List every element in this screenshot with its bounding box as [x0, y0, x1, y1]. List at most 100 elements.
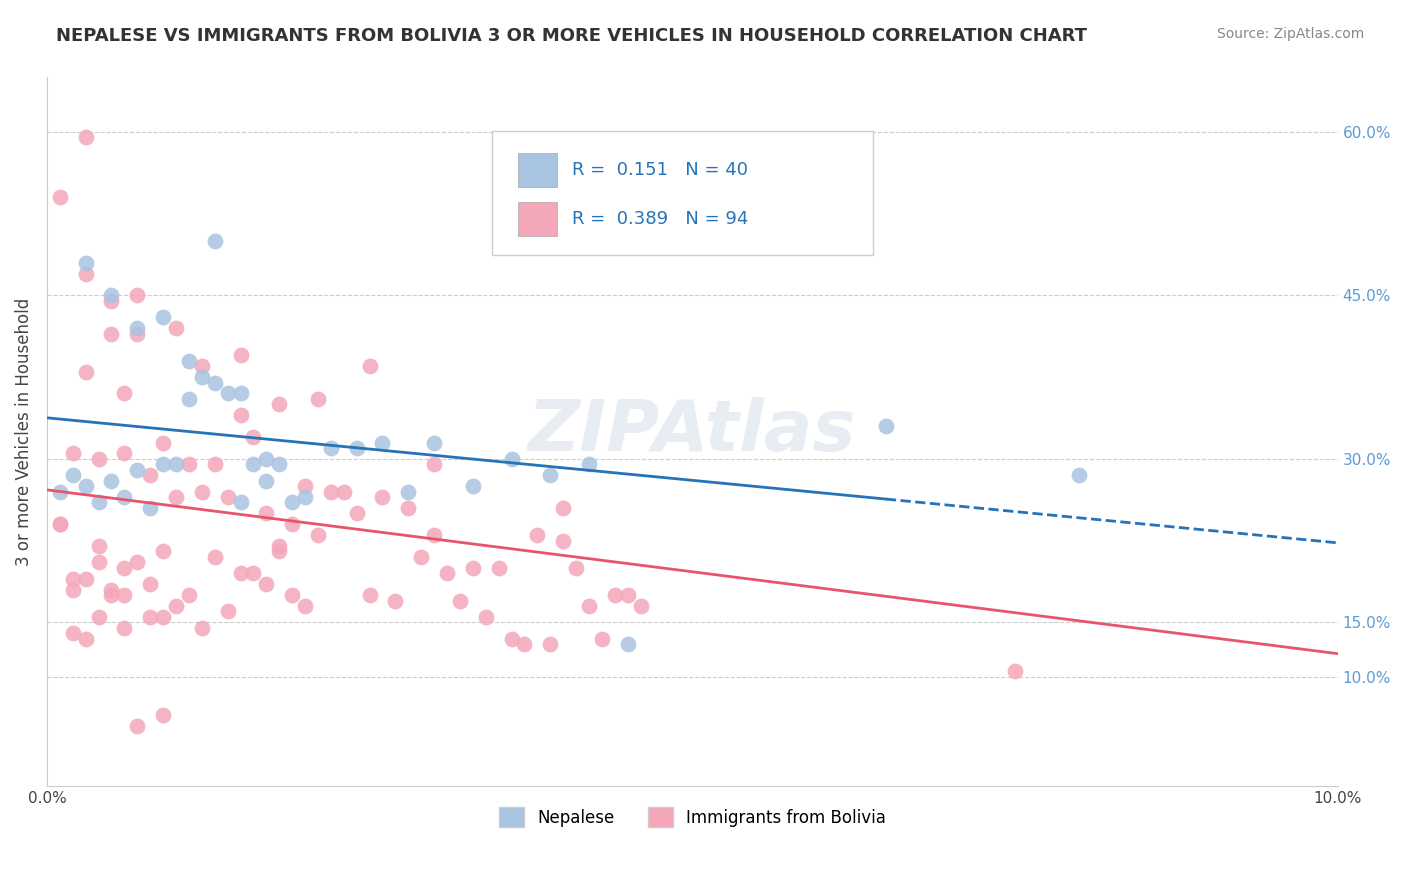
Point [191, 359, 214, 374]
Point [346, 506, 368, 520]
Point [526, 528, 548, 542]
Point [165, 458, 187, 472]
Point [127, 326, 149, 341]
Point [603, 588, 626, 602]
Point [100, 293, 122, 308]
Point [177, 588, 200, 602]
Point [177, 392, 200, 406]
Point [371, 490, 394, 504]
Point [87, 495, 110, 509]
Point [49, 484, 72, 499]
Point [112, 621, 135, 635]
Point [294, 599, 316, 613]
Point [346, 441, 368, 455]
Point [501, 632, 523, 646]
Point [112, 561, 135, 575]
Point [112, 588, 135, 602]
Point [152, 708, 174, 723]
Point [229, 566, 252, 581]
Point [139, 577, 162, 591]
Point [332, 484, 354, 499]
Point [229, 386, 252, 401]
Point [75, 130, 97, 145]
Point [75, 365, 97, 379]
Point [254, 451, 277, 466]
Text: Source: ZipAtlas.com: Source: ZipAtlas.com [1216, 27, 1364, 41]
Point [269, 544, 291, 558]
Point [191, 484, 214, 499]
Point [87, 610, 110, 624]
Point [423, 435, 446, 450]
Point [396, 484, 419, 499]
Point [62, 446, 84, 460]
Point [75, 267, 97, 281]
Point [384, 593, 406, 607]
Point [127, 719, 149, 733]
Point [578, 458, 600, 472]
Point [75, 572, 97, 586]
Point [127, 463, 149, 477]
Point [553, 533, 575, 548]
Point [319, 484, 342, 499]
Point [359, 588, 381, 602]
Point [75, 632, 97, 646]
Point [371, 435, 394, 450]
Text: R =  0.151   N = 40: R = 0.151 N = 40 [572, 161, 748, 179]
Point [229, 409, 252, 423]
Point [538, 468, 561, 483]
Point [269, 458, 291, 472]
Point [396, 500, 419, 515]
Point [461, 561, 484, 575]
Point [553, 500, 575, 515]
Point [100, 326, 122, 341]
Point [229, 348, 252, 362]
Point [87, 539, 110, 553]
Point [49, 517, 72, 532]
Text: ZIPAtlas: ZIPAtlas [529, 397, 856, 467]
Point [127, 321, 149, 335]
Point [152, 435, 174, 450]
Point [177, 458, 200, 472]
Point [204, 376, 226, 390]
Point [127, 288, 149, 302]
Point [281, 495, 304, 509]
Point [423, 458, 446, 472]
Point [242, 458, 264, 472]
Point [513, 637, 536, 651]
Legend: Nepalese, Immigrants from Bolivia: Nepalese, Immigrants from Bolivia [492, 800, 893, 834]
Point [75, 479, 97, 493]
Point [436, 566, 458, 581]
Point [177, 353, 200, 368]
Point [100, 582, 122, 597]
Point [191, 370, 214, 384]
Point [1069, 468, 1091, 483]
Point [165, 490, 187, 504]
Point [75, 256, 97, 270]
Point [294, 490, 316, 504]
Point [165, 599, 187, 613]
Point [100, 588, 122, 602]
Point [538, 637, 561, 651]
Point [204, 549, 226, 564]
Text: R =  0.389   N = 94: R = 0.389 N = 94 [572, 211, 748, 228]
Point [449, 593, 471, 607]
Point [62, 468, 84, 483]
Point [281, 588, 304, 602]
Point [269, 397, 291, 411]
Point [49, 190, 72, 204]
Point [217, 490, 239, 504]
Point [810, 201, 832, 215]
Point [359, 359, 381, 374]
Y-axis label: 3 or more Vehicles in Household: 3 or more Vehicles in Household [15, 298, 32, 566]
Point [87, 451, 110, 466]
Point [254, 506, 277, 520]
Point [62, 626, 84, 640]
Point [616, 637, 638, 651]
Point [49, 517, 72, 532]
Point [139, 500, 162, 515]
Point [591, 632, 613, 646]
Point [501, 451, 523, 466]
Point [62, 572, 84, 586]
Point [152, 458, 174, 472]
FancyBboxPatch shape [517, 202, 557, 236]
